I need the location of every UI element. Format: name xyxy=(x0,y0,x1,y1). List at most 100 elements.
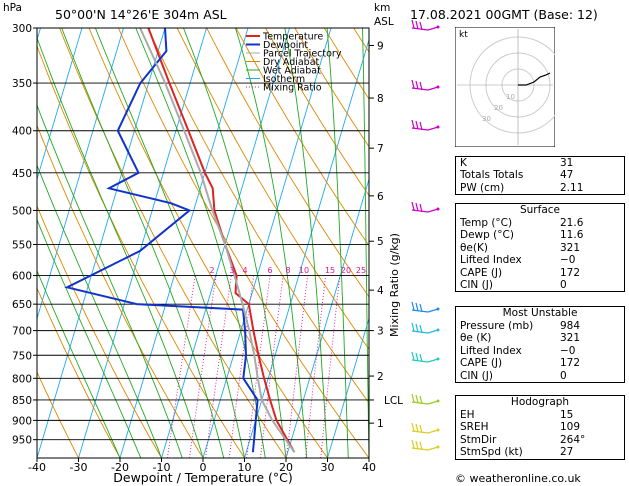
mixing-ratio-label: 6 xyxy=(267,266,272,275)
wind-barb-flag xyxy=(415,423,419,433)
table-row: K 31 xyxy=(456,157,624,169)
pressure-tick-label: 950 xyxy=(12,435,32,447)
table-row: CAPE (J) 172 xyxy=(456,357,624,369)
wind-barb-dot xyxy=(436,357,440,361)
x-tick-label: -20 xyxy=(111,461,129,474)
table-row: Lifted Index −0 xyxy=(456,345,624,357)
pressure-tick-label: 900 xyxy=(12,415,32,427)
row-label: SREH xyxy=(460,421,489,434)
isotherm-line xyxy=(285,177,369,458)
legend-label: Mixing Ratio xyxy=(263,83,322,94)
x-tick-label: 10 xyxy=(238,461,252,474)
wind-barb-dot xyxy=(436,307,440,311)
asl-label: ASL xyxy=(374,16,394,28)
most-unstable-table: Most Unstable Pressure (mb) 984 θe (K) 321 Li… xyxy=(455,306,625,383)
km-tick-label: 5 xyxy=(377,236,384,248)
wind-barb-flag xyxy=(415,352,419,362)
row-label: Lifted Index xyxy=(460,254,522,267)
wind-barb-flag xyxy=(411,322,415,332)
hodo-trace xyxy=(518,72,551,86)
series-parcel-trajectory xyxy=(139,28,296,453)
wind-barb-dot xyxy=(436,207,440,211)
km-tick-label: 3 xyxy=(377,326,384,338)
wind-barb xyxy=(427,446,439,451)
mixing-ratio-label: 2 xyxy=(209,266,214,275)
legend-label: Parcel Trajectory xyxy=(263,49,342,60)
x-tick-label: -10 xyxy=(153,461,171,474)
dry-adiabat-line xyxy=(235,28,369,247)
wind-barb-shaft xyxy=(411,209,429,213)
table-row: SREH 109 xyxy=(456,421,624,433)
wet-adiabat-line xyxy=(362,28,369,458)
hodo-frame xyxy=(455,27,555,147)
mixing-ratio-line xyxy=(305,275,327,458)
hodo-kt-label: kt xyxy=(459,30,468,40)
km-tick-label: 7 xyxy=(377,143,384,155)
km-tick-label: 1 xyxy=(377,418,384,430)
mixing-ratio-line xyxy=(228,275,255,458)
table-row: Lifted Index −0 xyxy=(456,254,624,266)
row-label: CAPE (J) xyxy=(460,357,503,370)
dry-adiabat-line xyxy=(206,28,369,298)
row-value: 0 xyxy=(560,278,567,291)
wind-barb-flag xyxy=(415,20,419,30)
row-label: StmDir xyxy=(460,433,497,446)
row-value: 15 xyxy=(560,409,574,421)
wind-barb xyxy=(427,208,439,213)
lcl-label: LCL xyxy=(384,395,403,407)
wind-barb-flag xyxy=(415,302,419,312)
table-row: Totals Totals 47 xyxy=(456,169,624,181)
wet-adiabat-line xyxy=(135,28,266,458)
indices-table: K 31 Totals Totals 47 PW (cm) 2.11 xyxy=(455,156,625,196)
datetime-title: 17.08.2021 00GMT (Base: 12) xyxy=(410,7,598,22)
mixing-ratio-label: 10 xyxy=(299,266,309,275)
wind-barb-dot xyxy=(436,85,440,89)
dry-adiabat-line xyxy=(37,371,79,458)
wind-barb-flag xyxy=(411,201,415,211)
wind-barb-shaft xyxy=(411,309,429,313)
wind-barb-flag xyxy=(411,422,415,432)
wind-barb-shaft xyxy=(411,127,429,131)
pressure-tick-label: 850 xyxy=(12,395,32,407)
pressure-tick-label: 450 xyxy=(12,168,32,180)
pressure-tick-label: 600 xyxy=(12,271,32,283)
wind-barb-dot xyxy=(436,25,440,29)
wind-barb xyxy=(427,358,439,363)
wind-barb-dot xyxy=(436,445,440,449)
mixing-ratio-label: 15 xyxy=(325,266,335,275)
row-value: 172 xyxy=(560,357,581,370)
x-tick-label: 30 xyxy=(321,461,335,474)
pressure-tick-label: 550 xyxy=(12,239,32,251)
row-value: 27 xyxy=(560,446,574,459)
wind-barb-flag xyxy=(411,351,415,361)
wind-barb-flag xyxy=(411,439,415,449)
row-label: K xyxy=(460,157,467,169)
dry-adiabat-line xyxy=(294,28,369,148)
row-label: StmSpd (kt) xyxy=(460,446,523,459)
wind-barb-flag xyxy=(411,393,415,403)
row-value: 21.6 xyxy=(560,217,584,229)
pressure-tick-label: 400 xyxy=(12,126,32,138)
wind-barb xyxy=(427,400,439,405)
table-row: EH 15 xyxy=(456,409,624,421)
table-row: Dewp (°C) 11.6 xyxy=(456,229,624,241)
table-row: Temp (°C) 21.6 xyxy=(456,217,624,229)
row-value: 11.6 xyxy=(560,229,584,242)
mixing-ratio-label: 8 xyxy=(285,266,290,275)
wind-barb xyxy=(427,308,439,313)
row-value: 321 xyxy=(560,241,581,254)
wet-adiabat-line xyxy=(37,104,183,458)
row-label: EH xyxy=(460,409,475,421)
series-dewpoint xyxy=(64,28,259,453)
table-title: Hodograph xyxy=(510,396,570,408)
wind-barb-flag xyxy=(415,202,419,212)
isotherm-line xyxy=(119,28,249,458)
wind-barb-shaft xyxy=(411,430,429,434)
legend-label: Dewpoint xyxy=(263,40,308,51)
hodo-ring-label: 30 xyxy=(482,115,491,123)
isotherm-line xyxy=(78,28,207,458)
row-label: PW (cm) xyxy=(460,181,505,194)
pressure-axis: 300 350 400 450 500 550 600 650 700 750 800 850 900 9… xyxy=(12,23,37,447)
isotherm-line xyxy=(37,28,166,458)
